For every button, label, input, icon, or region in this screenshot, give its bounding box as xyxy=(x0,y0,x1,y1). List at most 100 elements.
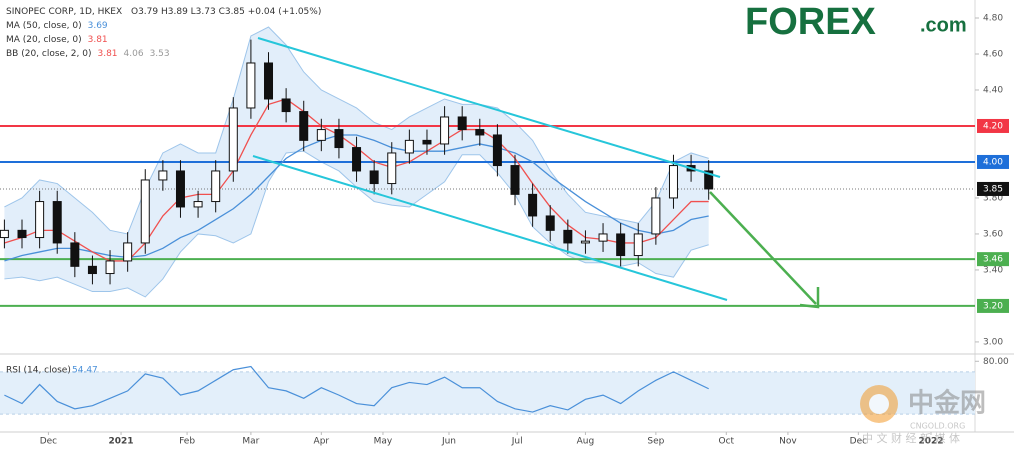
candle-body xyxy=(651,197,661,235)
y-tick-label: 3.80 xyxy=(983,193,1003,203)
x-tick-label: 2022 xyxy=(918,437,943,447)
x-tick-label: Dec xyxy=(40,437,57,447)
candle-body xyxy=(598,233,608,242)
level-label: 3.20 xyxy=(983,301,1003,311)
level-label-box xyxy=(977,298,1009,313)
y-tick-label: 4.60 xyxy=(983,49,1003,59)
rsi-tick-label: 80.00 xyxy=(983,357,1009,367)
indicator-name: MA (50, close, 0) xyxy=(6,21,82,31)
symbol-row: SINOPEC CORP, 1D, HKEX O3.79 H3.89 L3.73… xyxy=(6,5,321,19)
x-tick-label: May xyxy=(374,437,393,447)
rsi-line xyxy=(4,365,709,413)
last-price-label: 3.85 xyxy=(983,184,1003,194)
candle-body xyxy=(193,201,203,208)
candle-body xyxy=(70,242,80,267)
indicator-row: MA (50, close, 0) 3.69 xyxy=(6,19,321,33)
watermark-slogan: 中 文 财 经 新 媒 体 xyxy=(862,431,960,445)
indicator-value: 3.53 xyxy=(149,49,170,59)
candle-body xyxy=(52,201,62,244)
candle-body xyxy=(316,129,326,141)
ma-line xyxy=(4,134,709,262)
candle-body xyxy=(0,229,9,239)
indicator-value: 4.06 xyxy=(123,49,144,59)
logo-brand: FOREX xyxy=(745,1,877,43)
watermark-icon-inner xyxy=(869,394,889,414)
x-tick-label: Jul xyxy=(511,437,523,447)
logo: FOREX .com xyxy=(745,1,967,43)
candle-body xyxy=(211,170,221,203)
x-tick-label: Apr xyxy=(314,437,330,447)
candle-body xyxy=(140,179,150,244)
candle-body xyxy=(158,170,168,181)
candle-body xyxy=(334,129,344,149)
candle-body xyxy=(387,152,397,185)
level-label-box xyxy=(977,154,1009,169)
candle-body xyxy=(299,111,309,141)
watermark: 中金网 CNGOLD.ORG 中 文 财 经 新 媒 体 xyxy=(860,385,986,445)
candle-body xyxy=(35,201,45,239)
candle-body xyxy=(528,193,538,217)
level-label-box xyxy=(977,252,1009,267)
watermark-name: 中金网 xyxy=(908,388,986,419)
candle-body xyxy=(616,233,626,257)
ohlc: O3.79 H3.89 L3.73 C3.85 +0.04 (+1.05%) xyxy=(131,7,322,17)
candle-body xyxy=(281,98,291,113)
candle-body xyxy=(404,139,414,154)
candle-body xyxy=(475,129,485,136)
bb-upper xyxy=(4,26,709,235)
panels xyxy=(0,0,1014,433)
x-tick-label: Dec xyxy=(850,437,867,447)
x-tick-label: Nov xyxy=(779,437,797,447)
candle-body xyxy=(369,170,379,185)
watermark-site: CNGOLD.ORG xyxy=(910,422,965,431)
symbol: SINOPEC CORP, 1D, HKEX xyxy=(6,7,123,17)
indicator-value: 3.81 xyxy=(97,49,118,59)
channel-upper xyxy=(257,37,721,178)
logo-suffix: .com xyxy=(920,14,967,36)
indicator-row: BB (20, close, 2, 0) 3.81 4.06 3.53 xyxy=(6,47,321,61)
candle-body xyxy=(87,265,97,275)
candle-body xyxy=(352,147,362,172)
legend: SINOPEC CORP, 1D, HKEX O3.79 H3.89 L3.73… xyxy=(6,5,321,61)
candle-body xyxy=(580,240,590,244)
indicator-value: 3.69 xyxy=(87,21,108,31)
candle-body xyxy=(668,165,678,199)
forecast-arrowhead xyxy=(799,287,820,309)
candle-body xyxy=(457,116,467,131)
candle-body xyxy=(17,229,27,239)
x-tick-label: 2021 xyxy=(109,437,134,447)
candle-body xyxy=(440,116,450,145)
level-label: 4.20 xyxy=(983,121,1003,131)
candle-body xyxy=(105,260,115,275)
candle-body xyxy=(563,229,573,244)
y-tick-label: 4.40 xyxy=(983,85,1003,95)
x-tick-label: Aug xyxy=(577,437,595,447)
indicator-name: MA (20, close, 0) xyxy=(6,35,82,45)
candle-body xyxy=(175,170,185,208)
last-price-box xyxy=(977,181,1009,196)
indicator-value: 3.81 xyxy=(87,35,108,45)
candle-body xyxy=(264,62,274,100)
indicator-rows: MA (50, close, 0) 3.69 MA (20, close, 0) 3.… xyxy=(6,19,321,61)
candle-body xyxy=(510,165,520,195)
candle-body xyxy=(704,170,714,190)
x-tick-label: Oct xyxy=(719,437,735,447)
price-plot: 4.80 4.60 4.40 3.80 3.60 3.40 3.00 Dec 2021 Feb Ma… xyxy=(0,13,1009,447)
drawings xyxy=(252,37,820,309)
rsi-value: 54.47 xyxy=(72,366,98,376)
y-tick-label: 3.60 xyxy=(983,229,1003,239)
y-tick-label: 3.40 xyxy=(983,265,1003,275)
y-tick-label: 4.80 xyxy=(983,13,1003,23)
x-tick-label: Sep xyxy=(647,437,664,447)
candle-body xyxy=(633,233,643,257)
candle-body xyxy=(123,242,133,262)
x-tick-label: Jun xyxy=(441,437,456,447)
level-label: 3.46 xyxy=(983,255,1003,265)
level-label-box xyxy=(977,118,1009,133)
candle-body xyxy=(246,62,256,109)
candle-body xyxy=(228,107,238,172)
level-label: 4.00 xyxy=(983,157,1003,167)
x-tick-label: Feb xyxy=(179,437,195,447)
